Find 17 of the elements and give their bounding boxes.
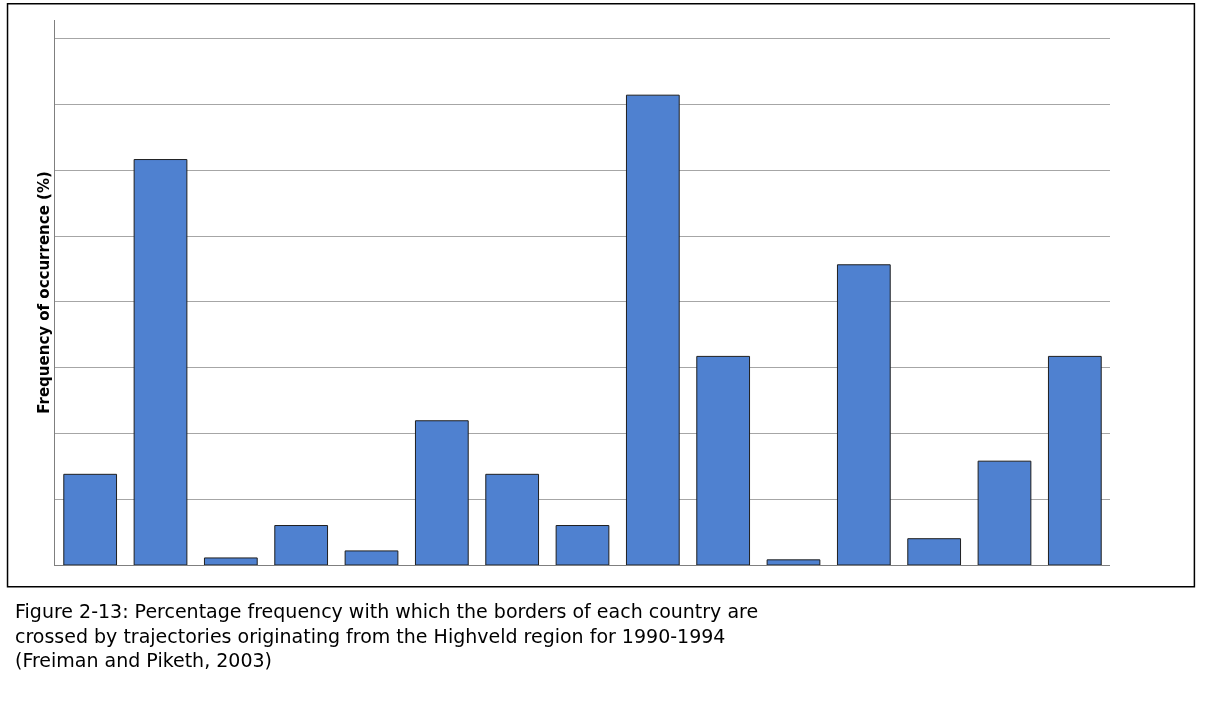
- bar: [203, 557, 258, 565]
- bar: [555, 525, 610, 565]
- bar: [836, 264, 891, 565]
- bar: [274, 525, 329, 565]
- y-axis-title: Frequency of occurrence (%): [35, 171, 54, 414]
- bar: [696, 355, 751, 565]
- bar: [133, 159, 188, 565]
- bar: [344, 550, 399, 565]
- bar: [625, 94, 680, 565]
- bar: [414, 420, 469, 565]
- bar: [766, 559, 821, 565]
- bar: [977, 460, 1032, 565]
- bar: [1047, 355, 1102, 565]
- bar: [63, 473, 118, 565]
- caption: Figure 2-13: Percentage frequency with which the borders of each country are crossed by trajectories originating from the Highveld region for 1990-1994 (Freiman and Piketh, 2003): [15, 600, 759, 672]
- bar: [485, 473, 540, 565]
- bar: [907, 538, 962, 565]
